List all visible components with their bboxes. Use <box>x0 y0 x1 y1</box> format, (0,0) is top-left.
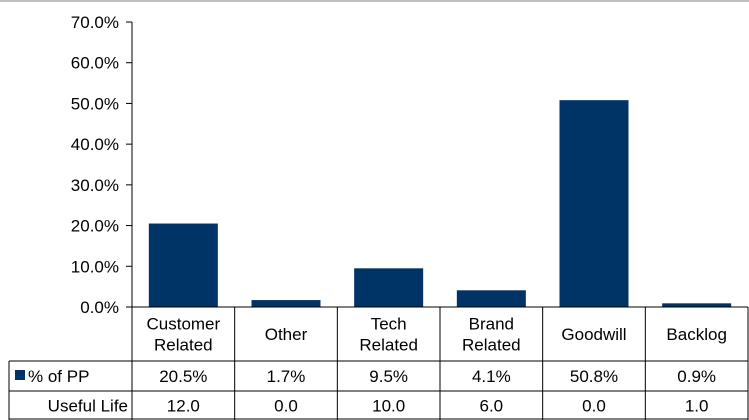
x-category-label: Customer <box>146 315 220 334</box>
x-category-label: Related <box>359 336 418 355</box>
table-cell: 1.7% <box>267 367 306 386</box>
legend-key <box>15 370 25 380</box>
data-table: Customer Related Other Tech Related Brand Rela… <box>8 306 749 420</box>
table-cell: 6.0 <box>480 397 504 416</box>
table-cell: 12.0 <box>167 397 200 416</box>
bar <box>662 303 732 307</box>
x-category-label: Brand <box>469 315 514 334</box>
bar <box>148 223 218 307</box>
y-tick-label: 30.0% <box>71 176 119 195</box>
bar <box>354 268 424 307</box>
y-tick-label: 70.0% <box>71 13 119 32</box>
table-cell: 9.5% <box>369 367 408 386</box>
bar <box>251 300 321 307</box>
x-category-label: Goodwill <box>561 325 626 344</box>
x-category-label: Other <box>265 325 308 344</box>
row-label: % of PP <box>28 367 89 386</box>
x-category-label: Related <box>154 336 213 355</box>
y-tick-label: 60.0% <box>71 54 119 73</box>
table-cell: 50.8% <box>570 367 618 386</box>
table-cell: 10.0 <box>372 397 405 416</box>
bar <box>456 290 526 307</box>
table-cell: 0.0 <box>274 397 298 416</box>
bars <box>148 100 732 308</box>
bar <box>559 100 629 308</box>
x-category-label: Related <box>462 336 521 355</box>
x-category-label: Tech <box>371 315 407 334</box>
x-category-label: Backlog <box>666 325 726 344</box>
table-cell: 20.5% <box>159 367 207 386</box>
table-cell: 1.0 <box>685 397 709 416</box>
y-axis: 0.0% 10.0% 20.0% 30.0% 40.0% 50.0% 60.0% 70.0% <box>71 13 133 317</box>
y-tick-label: 0.0% <box>80 298 119 317</box>
table-cell: 0.9% <box>677 367 716 386</box>
row-label: Useful Life <box>48 397 128 416</box>
y-tick-label: 20.0% <box>71 217 119 236</box>
table-cell: 0.0 <box>582 397 606 416</box>
y-tick-label: 40.0% <box>71 135 119 154</box>
y-tick-label: 10.0% <box>71 257 119 276</box>
y-tick-label: 50.0% <box>71 94 119 113</box>
table-cell: 4.1% <box>472 367 511 386</box>
